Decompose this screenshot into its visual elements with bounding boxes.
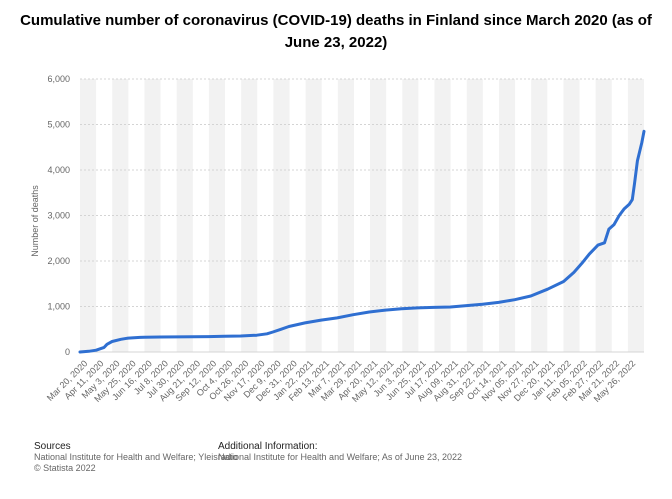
y-tick-label: 2,000: [47, 256, 70, 266]
background-band: [595, 79, 612, 352]
info-block: Additional Information: National Institu…: [218, 441, 462, 463]
background-band: [370, 79, 387, 352]
y-axis-label: Number of deaths: [30, 185, 40, 257]
gridlines: [80, 78, 644, 353]
background-band: [531, 79, 548, 352]
info-text: National Institute for Health and Welfar…: [218, 452, 462, 462]
y-tick-label: 4,000: [47, 165, 70, 175]
series-line: [78, 129, 646, 354]
sources-block: Sources National Institute for Health an…: [34, 441, 238, 474]
y-tick-label: 1,000: [47, 302, 70, 312]
chart-title: Cumulative number of coronavirus (COVID-…: [20, 12, 652, 51]
background-band: [434, 79, 451, 352]
y-tick-label: 3,000: [47, 211, 70, 221]
y-tick-label: 5,000: [47, 120, 70, 130]
background-band: [563, 79, 580, 352]
info-heading: Additional Information:: [218, 441, 318, 452]
copyright: © Statista 2022: [34, 463, 96, 473]
sources-text: National Institute for Health and Welfar…: [34, 452, 238, 462]
data-points: [79, 130, 646, 354]
sources-heading: Sources: [34, 441, 71, 452]
y-tick-label: 0: [65, 347, 70, 357]
y-tick-label: 6,000: [47, 74, 70, 84]
background-band: [402, 79, 419, 352]
y-tick-labels: 0 1,000 2,000 3,000 4,000 5,000 6,000: [47, 74, 70, 357]
background-band: [466, 79, 483, 352]
line-chart: 0 1,000 2,000 3,000 4,000 5,000 6,000 Mar 20, …: [30, 74, 646, 404]
background-band: [498, 79, 516, 352]
